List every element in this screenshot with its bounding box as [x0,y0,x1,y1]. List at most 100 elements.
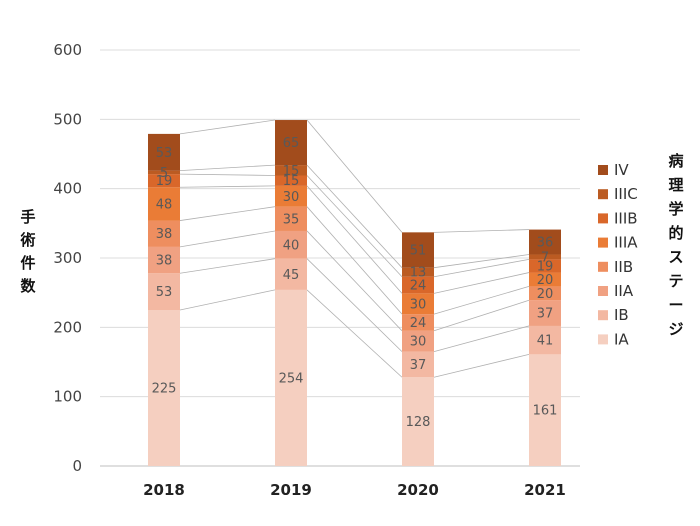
series-line [433,254,530,269]
data-label: 7 [541,250,549,265]
bar-segment [275,258,307,290]
data-label: 19 [156,174,173,189]
y-tick-label: 300 [53,249,82,267]
y-axis-label-char: 手 [20,208,35,226]
series-line [179,206,276,221]
data-label: 19 [537,259,554,274]
series-line [179,119,276,135]
series-line [179,173,276,176]
legend-swatch [598,165,608,175]
bar-segment [148,174,180,188]
series-line [433,299,530,332]
bar-segment [148,273,180,310]
bar-segment [529,254,561,260]
bar-segment [275,120,307,166]
y-axis-label-char: 術 [19,231,35,249]
legend-title-char: テ [668,272,683,290]
series-line [306,258,403,352]
data-label: 30 [410,297,427,312]
data-label: 254 [279,371,304,386]
y-tick-label: 0 [72,457,82,475]
series-line [306,175,403,277]
legend-title-char: ー [668,296,683,314]
series-line [433,286,530,315]
legend-title-char: 病 [668,152,683,170]
legend-title-char: 的 [668,224,683,242]
y-axis-label-char: 数 [20,277,36,295]
bar-segment [148,170,180,175]
legend-label: IB [614,306,629,324]
legend-label: IA [614,330,629,348]
bar-segment [148,133,180,171]
legend-swatch [598,213,608,224]
data-label: 53 [156,285,173,300]
data-label: 20 [537,287,554,302]
bar-layer [148,120,561,466]
bar-segment [529,354,561,466]
series-line [179,258,276,274]
data-label: 30 [410,335,427,350]
bar-segment [529,272,561,287]
bar-segment [529,286,561,301]
bar-segment [275,289,307,466]
y-tick-label: 200 [53,318,82,336]
data-label: 45 [283,268,300,283]
legend-label: IIA [614,282,634,300]
bar-segment [402,232,434,268]
bar-segment [275,165,307,176]
series-line [306,289,403,378]
data-label: 38 [156,227,173,242]
data-label: 48 [156,197,173,212]
data-label: 53 [156,146,173,161]
x-tick-label: 2021 [524,481,566,499]
data-label: 65 [283,136,300,151]
y-axis-label-char: 件 [20,254,35,272]
x-tick-label: 2019 [270,481,312,499]
legend-label: IIB [614,258,633,276]
series-line [433,353,530,378]
y-tick-label: 500 [53,110,82,128]
series-line [179,185,276,188]
data-label: 40 [283,238,300,253]
legend-title-char: 理 [668,176,683,194]
y-tick-label: 600 [53,41,82,59]
data-label: 51 [410,244,427,259]
bar-segment [402,276,434,294]
data-label: 15 [283,174,300,189]
data-label: 128 [406,415,431,430]
legend-label: IV [614,161,629,179]
legend-swatch [598,310,608,321]
bar-segment [148,220,180,247]
legend-swatch [598,237,608,248]
x-tick-label: 2018 [143,481,185,499]
series-line [306,206,403,315]
bar-segment [529,229,561,255]
legend-swatch [598,286,608,296]
data-label: 5 [160,166,168,181]
series-line [306,230,403,332]
series-line [433,325,530,352]
bar-segment [402,293,434,315]
bar-segment [275,175,307,186]
bar-segment [148,187,180,221]
data-label: 24 [410,316,427,331]
legend-swatch [598,334,608,345]
legend-title-char: 学 [668,200,683,218]
series-line [433,258,530,278]
series-line [433,272,530,294]
data-label: 37 [537,307,554,322]
data-label: 30 [283,190,300,205]
bar-segment [529,259,561,273]
series-line [306,119,403,233]
bar-segment [402,267,434,277]
bar-segment [275,185,307,207]
series-line [179,289,276,311]
data-label-layer: 225 254 128 161 53 45 37 41 38 40 30 37 38 35 24 20 48 30… [152,136,558,430]
y-tick-label: 100 [53,388,82,406]
data-label: 15 [283,164,300,179]
bar-segment [402,377,434,466]
data-label: 36 [537,236,554,251]
